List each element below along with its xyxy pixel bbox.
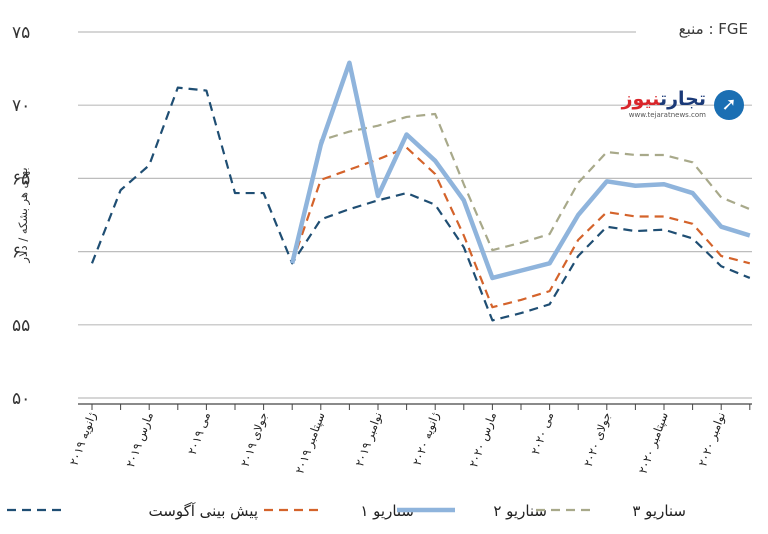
series-line-1	[90, 86, 751, 322]
y-tick-label: ۶۵	[12, 169, 30, 189]
series-line-4	[291, 112, 751, 264]
arrow-circle-icon: ➚	[714, 90, 744, 120]
x-tick-label: نوامبر ۲۰۱۹	[352, 410, 385, 468]
series-line-2	[291, 146, 751, 309]
logo-url: www.tejaratnews.com	[628, 111, 706, 119]
logo-text: تجارتنیوز	[622, 88, 706, 110]
source-label: منبع : FGE	[678, 20, 748, 38]
x-tick-label: سپتامبر ۲۰۲۰	[636, 410, 672, 476]
y-tick-label: ۵۰	[12, 389, 30, 409]
legend-label-1: پیش بینی آگوست	[149, 502, 258, 521]
y-axis-label: بهای هر بشکه / دلار	[16, 167, 31, 263]
x-tick-label: جولای ۲۰۱۹	[238, 410, 272, 469]
x-tick-label: ژانویه ۲۰۲۰	[410, 410, 443, 468]
legend-label-3: سناریو ۲	[493, 502, 547, 520]
x-tick-label: نوامبر ۲۰۲۰	[695, 410, 728, 468]
y-tick-label: ۷۰	[12, 96, 30, 116]
y-tick-label: ۵۵	[12, 316, 30, 336]
x-tick-label: جولای ۲۰۲۰	[581, 410, 615, 469]
x-tick-label: مارس ۲۰۱۹	[123, 410, 157, 469]
legend-label-2: سناریو ۱	[360, 502, 414, 520]
logo-main-text: تجارت	[659, 88, 706, 110]
x-tick-label: می ۲۰۲۰	[528, 410, 556, 456]
legend-label-4: سناریو ۳	[632, 502, 686, 520]
x-tick-label: می ۲۰۱۹	[185, 410, 213, 456]
logo-accent-text: نیوز	[621, 88, 660, 110]
x-tick-label: سپتامبر ۲۰۱۹	[292, 410, 328, 476]
series-line-3	[290, 60, 751, 281]
tejaratnews-logo: ➚ تجارتنیوز www.tejaratnews.com	[606, 86, 746, 128]
y-tick-label: ۷۵	[12, 23, 30, 43]
x-tick-label: مارس ۲۰۲۰	[466, 410, 500, 469]
y-tick-label: ۶۰	[12, 243, 30, 263]
x-tick-label: ژانویه ۲۰۱۹	[67, 410, 100, 468]
